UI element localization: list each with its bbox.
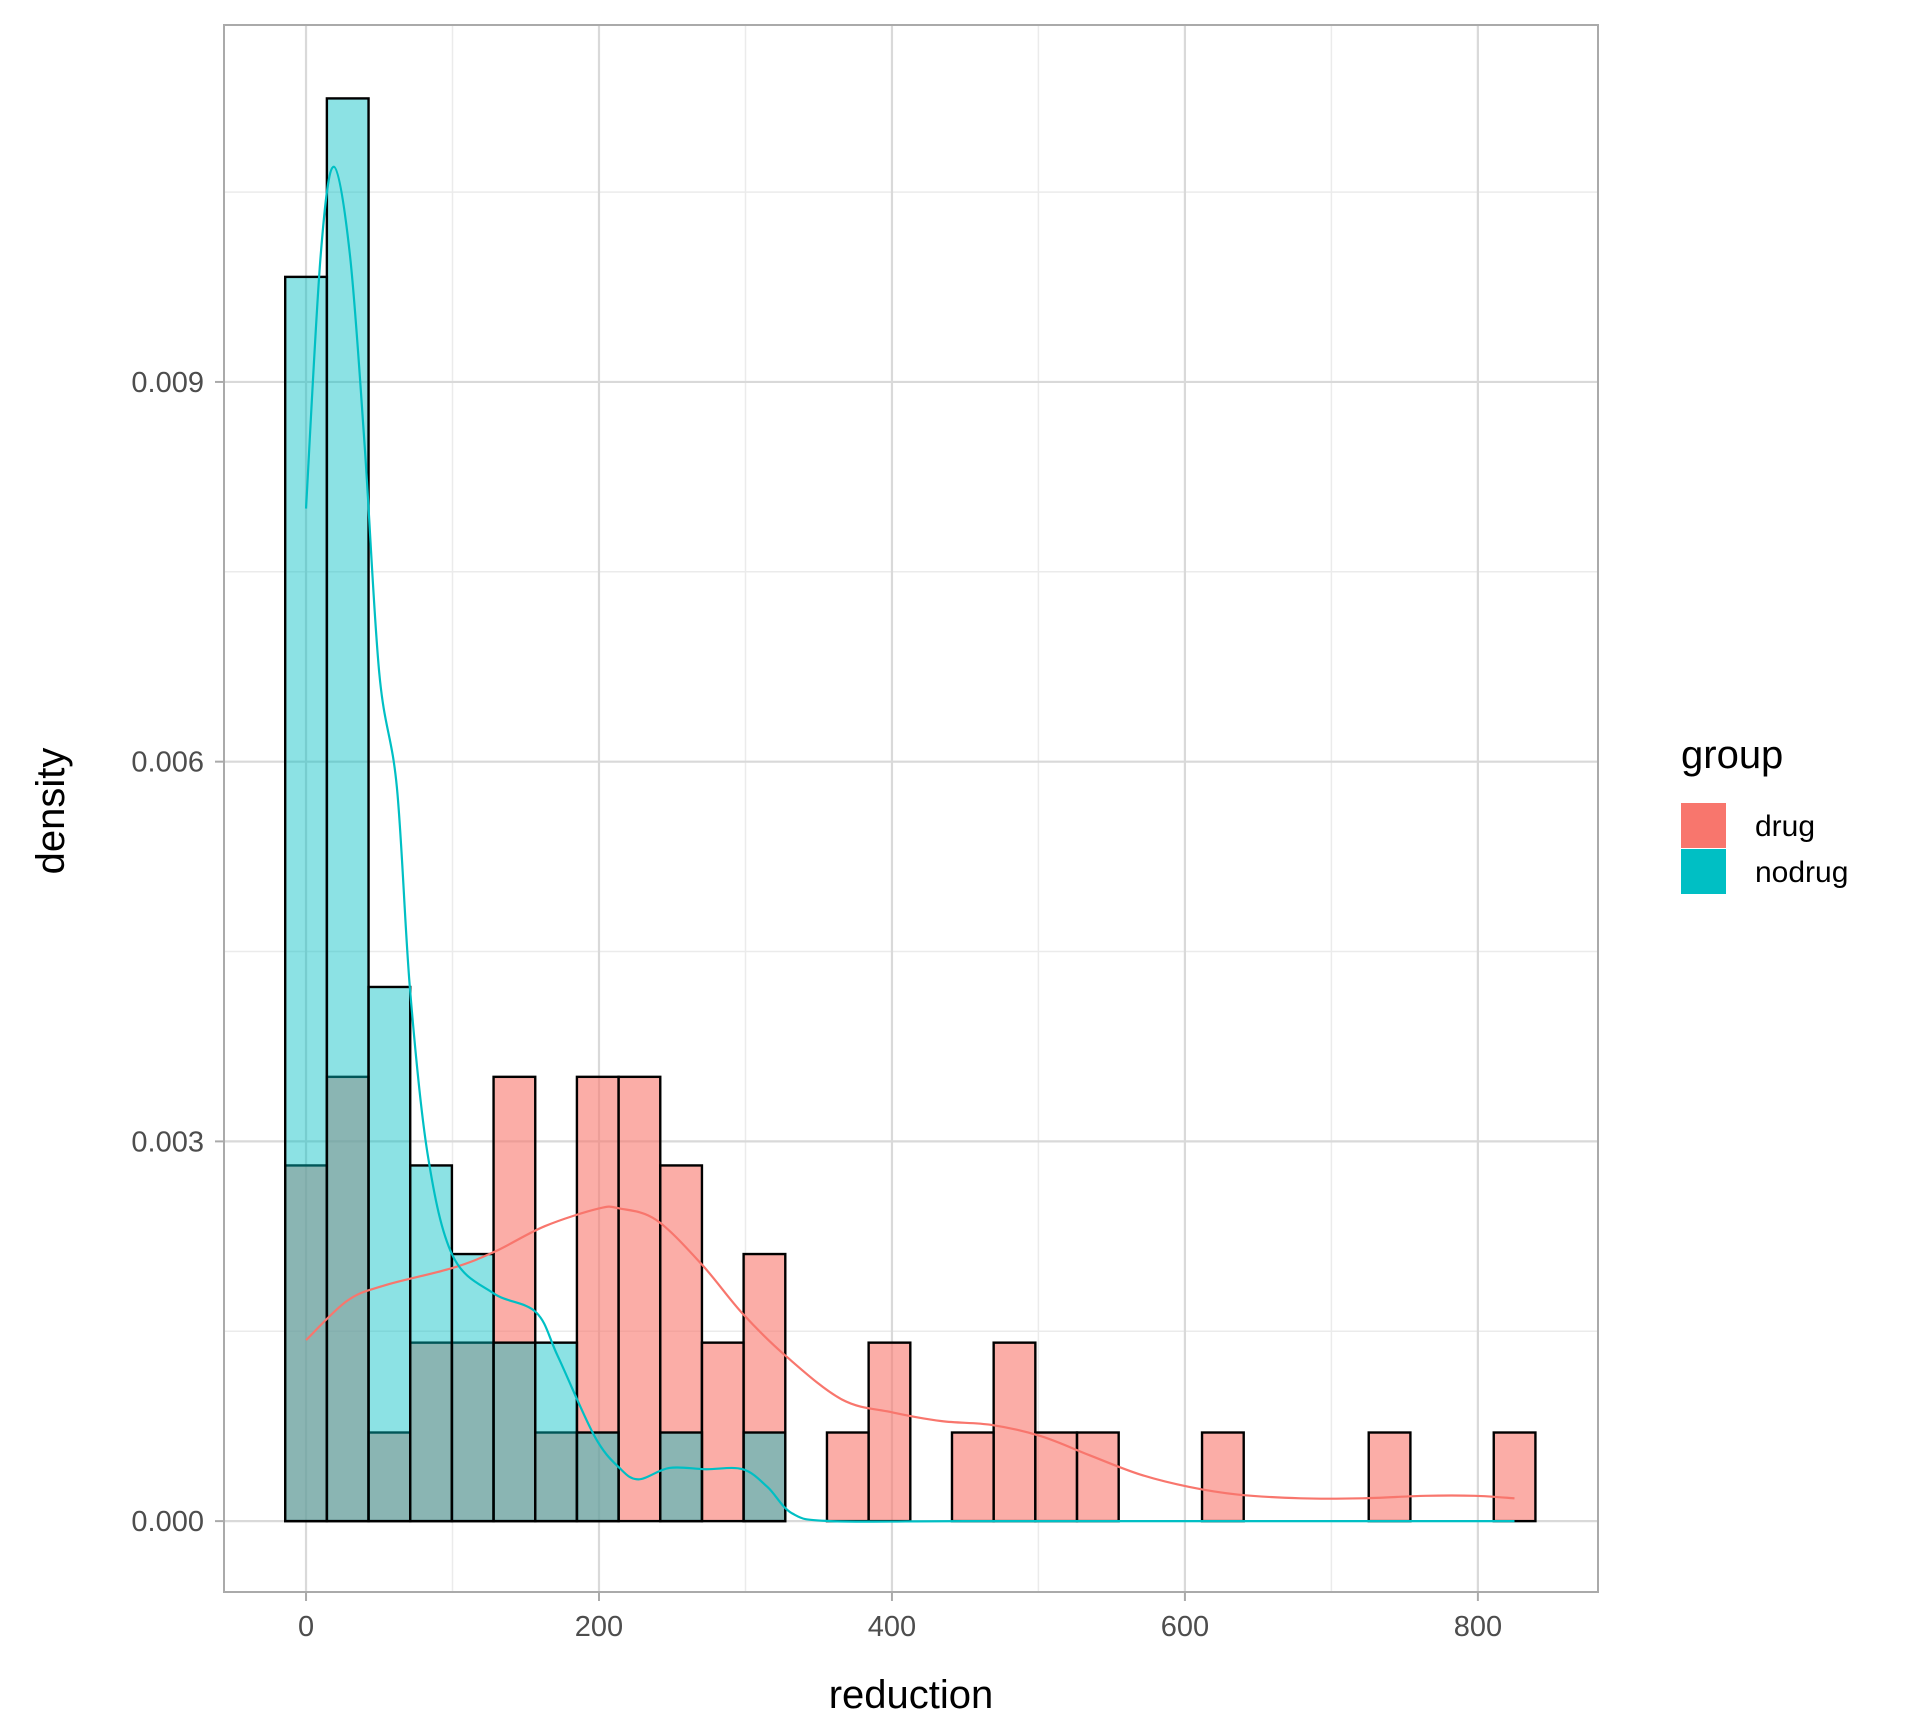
- legend-title: group: [1681, 733, 1783, 777]
- histogram-bar-nodrug: [659, 1431, 704, 1523]
- histogram-bar-nodrug: [742, 1431, 787, 1523]
- legend-key-nodrug: [1681, 849, 1726, 894]
- y-tick-label: 0.003: [131, 1126, 204, 1158]
- density-curves: [304, 165, 1515, 1523]
- x-axis: 0 200 400 600 800: [298, 1592, 1502, 1643]
- histogram-bar-drug: [1034, 1431, 1079, 1523]
- panel-border: [223, 24, 1599, 1593]
- x-tick-label: 0: [298, 1611, 314, 1643]
- histogram-bar-nodrug: [575, 1431, 620, 1523]
- histogram-bar-drug: [325, 1075, 370, 1523]
- histogram-bar-nodrug: [534, 1341, 579, 1523]
- x-axis-title: reduction: [829, 1673, 994, 1717]
- histogram-bar-drug: [742, 1252, 787, 1523]
- legend-key-drug: [1681, 803, 1726, 848]
- legend-label-nodrug: nodrug: [1755, 856, 1848, 889]
- histogram-bar-drug: [950, 1431, 995, 1523]
- histogram-bar-drug: [867, 1341, 912, 1523]
- x-tick-label: 400: [868, 1611, 916, 1643]
- histogram-bar-drug: [1367, 1431, 1412, 1523]
- histogram-bar-drug: [617, 1075, 662, 1523]
- histogram-bar-drug: [700, 1341, 745, 1523]
- y-axis-title: density: [29, 748, 73, 875]
- series-nodrug-bars: [284, 97, 787, 1523]
- histogram-bar-nodrug: [492, 1341, 537, 1523]
- histogram-bar-nodrug: [450, 1252, 495, 1523]
- histogram-bar-nodrug: [409, 1164, 454, 1523]
- y-tick-label: 0.000: [131, 1506, 204, 1538]
- density-curve-drug: [305, 1205, 1515, 1500]
- x-tick-label: 800: [1454, 1611, 1502, 1643]
- histogram-bar-drug: [825, 1431, 870, 1523]
- histogram-bar-drug: [367, 1431, 412, 1523]
- histogram-bar-nodrug: [325, 97, 370, 1523]
- legend: group drug nodrug: [1681, 733, 1848, 894]
- histogram-bar-drug: [1075, 1431, 1120, 1523]
- x-tick-label: 600: [1161, 1611, 1209, 1643]
- histogram-bar-drug: [1492, 1431, 1537, 1523]
- legend-label-drug: drug: [1755, 810, 1815, 843]
- series-drug-bars: [284, 1075, 1537, 1523]
- histogram-bars: [284, 97, 1537, 1523]
- histogram-bar-drug: [1200, 1431, 1245, 1523]
- x-tick-label: 200: [575, 1611, 623, 1643]
- y-tick-label: 0.009: [131, 367, 204, 399]
- y-axis: 0.000 0.003 0.006 0.009: [131, 367, 224, 1538]
- histogram-bar-drug: [575, 1075, 620, 1523]
- histogram-bar-nodrug: [284, 275, 329, 1523]
- density-curve-nodrug: [304, 165, 1515, 1523]
- histogram-bar-nodrug: [367, 985, 412, 1523]
- y-tick-label: 0.006: [131, 747, 204, 779]
